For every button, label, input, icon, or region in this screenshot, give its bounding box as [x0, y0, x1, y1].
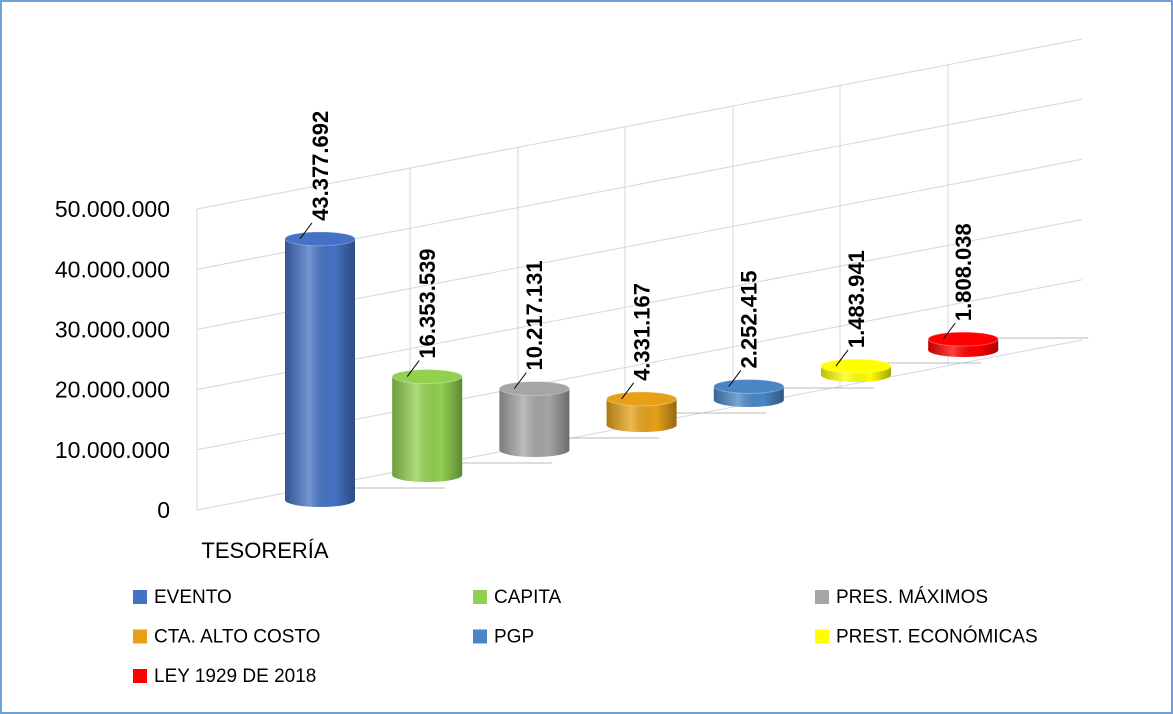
legend-swatch	[815, 590, 829, 604]
y-tick-label: 0	[157, 497, 170, 523]
data-label: 1.483.941	[844, 250, 869, 348]
x-tick-label: TESORERÍA	[201, 538, 328, 563]
legend-label: EVENTO	[154, 587, 232, 608]
data-label: 16.353.539	[415, 248, 440, 358]
bar-top	[284, 231, 356, 247]
y-tick-label: 50.000.000	[55, 196, 170, 222]
data-label: 2.252.415	[737, 271, 762, 369]
data-label: 4.331.167	[629, 283, 654, 381]
legend-label: CTA. ALTO COSTO	[154, 627, 320, 648]
bar-shade	[499, 388, 570, 457]
data-label: 1.808.038	[951, 223, 976, 321]
bar-shade	[606, 398, 677, 432]
y-tick-label: 40.000.000	[55, 256, 170, 282]
legend-label: CAPITA	[494, 587, 562, 608]
legend-swatch	[133, 629, 147, 644]
legend-swatch	[133, 669, 147, 683]
leader-line	[942, 322, 956, 340]
bar-top	[820, 358, 892, 374]
legend-label: PREST. ECONÓMICAS	[836, 626, 1038, 648]
legend-swatch	[815, 629, 829, 644]
leader-line	[835, 349, 849, 367]
bar-shade	[392, 376, 463, 483]
grid-line	[196, 38, 1083, 210]
legend-label: PRES. MÁXIMOS	[836, 587, 988, 608]
leader-line	[621, 382, 634, 400]
legend-label: LEY 1929 DE 2018	[154, 666, 316, 687]
y-tick-label: 20.000.000	[55, 377, 170, 403]
bar-shade	[285, 238, 355, 508]
leader-line	[514, 372, 527, 389]
legend-swatch	[473, 629, 487, 644]
legend-label: PGP	[494, 627, 534, 648]
legend-swatch	[473, 590, 487, 604]
y-tick-label: 30.000.000	[55, 316, 170, 342]
leader-line	[728, 370, 742, 387]
bar-top	[498, 380, 570, 396]
data-label: 43.377.692	[308, 111, 333, 221]
legend-swatch	[133, 590, 147, 604]
y-tick-label: 10.000.000	[55, 437, 170, 463]
bar-top	[391, 369, 463, 385]
bar-top	[927, 331, 999, 347]
leader-line	[299, 222, 313, 240]
bar-top	[606, 391, 678, 407]
leader-line	[406, 360, 420, 377]
bar-top	[713, 378, 785, 394]
data-label: 10.217.131	[522, 260, 547, 370]
